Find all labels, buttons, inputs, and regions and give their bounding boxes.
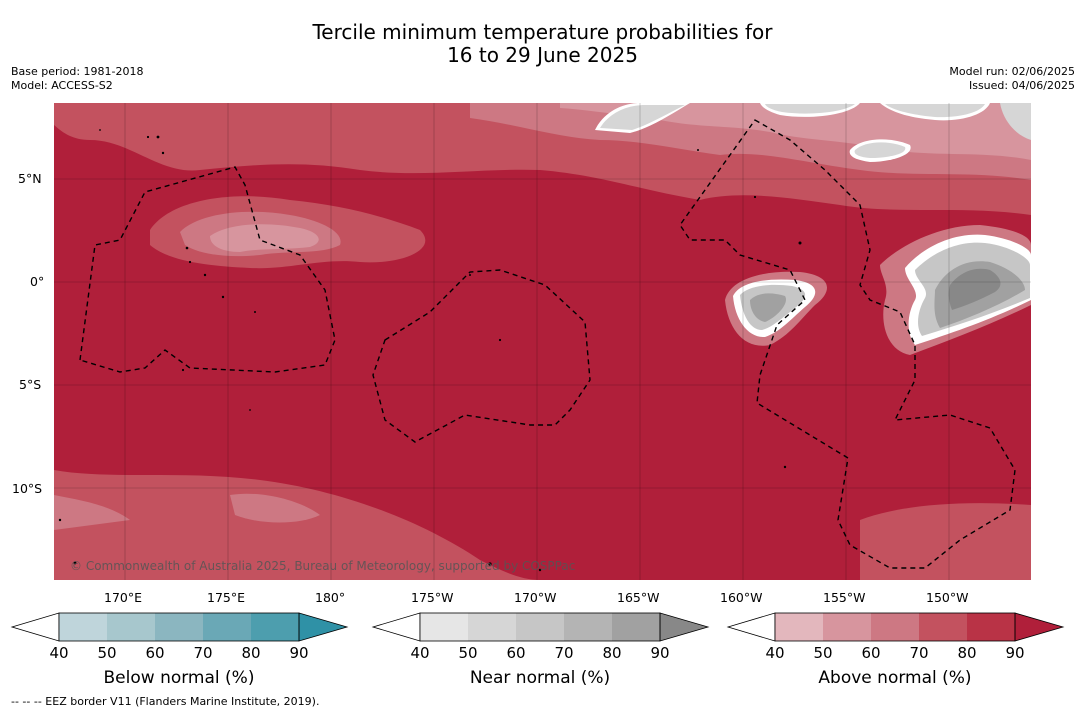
map-title: Tercile minimum temperature probabilitie… [0, 21, 1085, 67]
near-normal-top-3 [885, 104, 985, 118]
tick-above-80: 80 [957, 644, 977, 662]
prob-patch-west-3 [210, 224, 319, 252]
tick-above-50: 50 [813, 644, 833, 662]
eez-borders [79, 119, 1016, 569]
colorbar-near-normal [371, 612, 710, 642]
meta-right: Model run: 02/06/2025 Issued: 04/06/2025 [949, 65, 1075, 93]
lon-label-150w: 150°W [926, 590, 969, 605]
gridlines [54, 103, 1031, 580]
near-normal-top-2 [765, 104, 855, 114]
lon-label-170e: 170°E [104, 590, 143, 605]
tick-above-40: 40 [765, 644, 785, 662]
copyright-notice: © Commonwealth of Australia 2025, Bureau… [70, 559, 576, 573]
tick-below-70: 70 [193, 644, 213, 662]
tick-below-90: 90 [289, 644, 309, 662]
tick-above-60: 60 [861, 644, 881, 662]
colorbar-label-above: Above normal (%) [818, 668, 972, 688]
tick-near-50: 50 [458, 644, 478, 662]
tick-above-90: 90 [1005, 644, 1025, 662]
eez-footnote: -- -- -- EEZ border V11 (Flanders Marine… [11, 695, 320, 708]
tick-below-80: 80 [241, 644, 261, 662]
issued-date: Issued: 04/06/2025 [968, 79, 1075, 92]
lon-label-165w: 165°W [617, 590, 660, 605]
base-period: Base period: 1981-2018 [11, 65, 144, 78]
near-normal-top-5 [1000, 103, 1031, 140]
model-run: Model run: 02/06/2025 [949, 65, 1075, 78]
eez-border-kiribati-gilbert [79, 166, 336, 373]
lat-label-10s: 10°S [12, 481, 43, 496]
near-normal-core-2b [948, 268, 1001, 310]
meta-left: Base period: 1981-2018 Model: ACCESS-S2 [11, 65, 143, 93]
tick-near-40: 40 [410, 644, 430, 662]
colorbar-above-normal [726, 612, 1065, 642]
title-line-2: 16 to 29 June 2025 [447, 43, 638, 67]
tick-below-40: 40 [49, 644, 69, 662]
tick-below-60: 60 [145, 644, 165, 662]
colorbar-label-below: Below normal (%) [103, 668, 255, 688]
eez-border-phoenix [372, 269, 591, 443]
lon-label-180: 180° [315, 590, 346, 605]
near-normal-top-4 [854, 142, 906, 158]
prob-band-south [54, 470, 540, 580]
prob-patch-south-east [860, 503, 1031, 580]
prob-patch-south-west [54, 495, 130, 530]
tick-below-50: 50 [97, 644, 117, 662]
model-name: Model: ACCESS-S2 [11, 79, 113, 92]
lon-label-170w: 170°W [514, 590, 557, 605]
prob-band-50-60 [560, 103, 1031, 160]
tick-above-70: 70 [909, 644, 929, 662]
tick-near-90: 90 [650, 644, 670, 662]
lon-label-175e: 175°E [207, 590, 246, 605]
lat-label-0: 0° [30, 274, 45, 289]
tick-near-80: 80 [602, 644, 622, 662]
tick-near-70: 70 [554, 644, 574, 662]
near-normal-core-1 [750, 293, 786, 322]
islands [58, 129, 802, 572]
eez-border-line-islands [679, 119, 1016, 569]
prob-patch-south-mid [230, 493, 320, 523]
lon-label-155w: 155°W [823, 590, 866, 605]
near-normal-top-1 [600, 105, 685, 130]
lon-label-160w: 160°W [720, 590, 763, 605]
lon-label-175w: 175°W [411, 590, 454, 605]
tick-near-60: 60 [506, 644, 526, 662]
colorbar-label-near: Near normal (%) [469, 668, 611, 688]
title-line-1: Tercile minimum temperature probabilitie… [312, 20, 773, 44]
lat-label-5s: 5°S [19, 377, 42, 392]
lat-label-5n: 5°N [18, 171, 42, 186]
map-area [54, 103, 1031, 580]
colorbar-below-normal [10, 612, 349, 642]
